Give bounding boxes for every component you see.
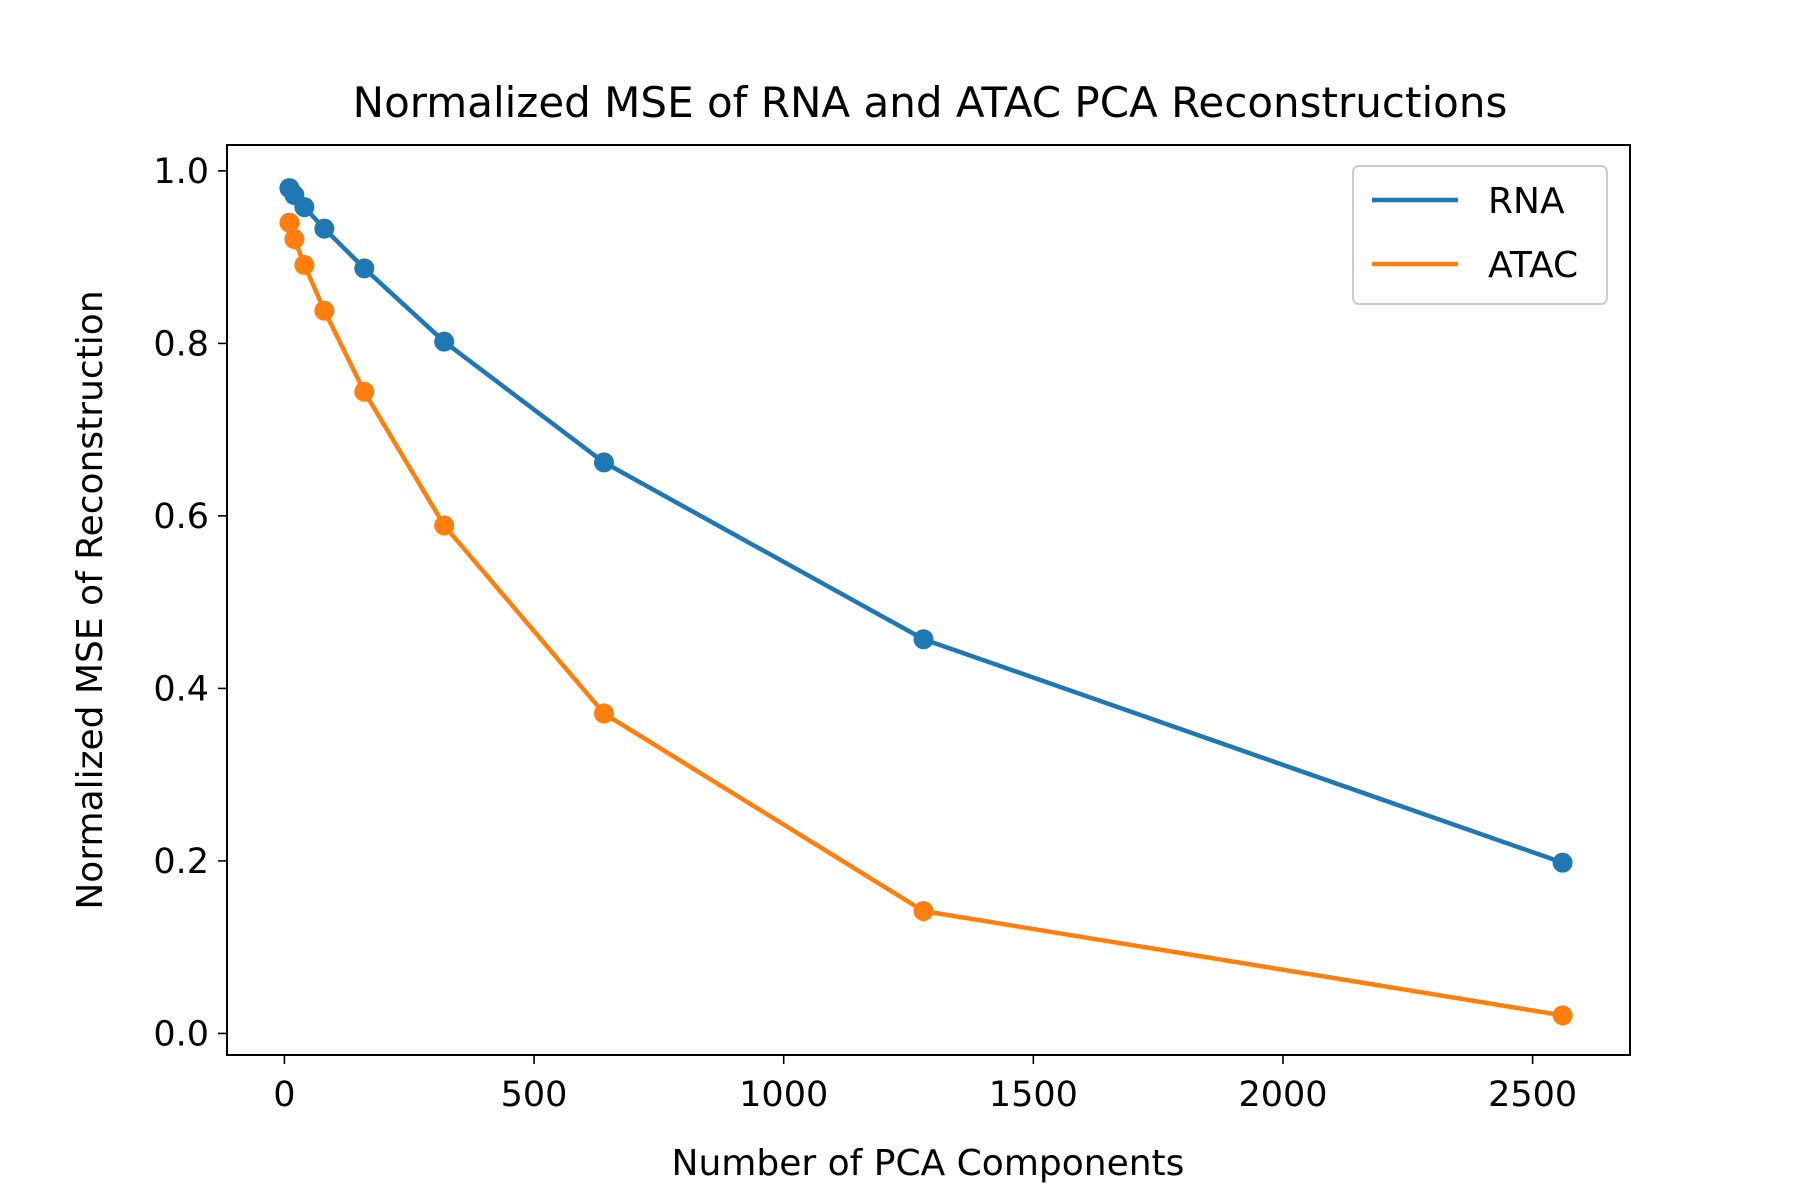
y-tick-label: 0.6 — [153, 497, 209, 537]
plot-area — [226, 144, 1631, 1056]
x-axis: 0 500 1000 1500 2000 2500 — [273, 1055, 1577, 1115]
data-point-atac — [913, 900, 934, 921]
x-tick-label: 2000 — [1238, 1075, 1327, 1115]
y-tick-label: 0.0 — [153, 1014, 209, 1054]
data-point-atac — [593, 703, 614, 724]
legend-label-rna: RNA — [1488, 181, 1565, 222]
data-point-rna — [314, 218, 335, 239]
legend-label-atac: ATAC — [1488, 245, 1578, 286]
data-point-atac — [279, 212, 300, 233]
x-tick-label: 0 — [273, 1075, 295, 1115]
data-point-atac — [354, 381, 375, 402]
y-axis-label: Normalized MSE of Reconstruction — [70, 290, 111, 909]
x-tick-label: 500 — [501, 1075, 568, 1115]
data-point-atac — [314, 300, 335, 321]
series-rna — [279, 178, 1573, 873]
chart-title: Normalized MSE of RNA and ATAC PCA Recon… — [353, 78, 1508, 127]
plot-frame — [226, 144, 1631, 1056]
y-axis: 0.0 0.2 0.4 0.6 0.8 1.0 — [153, 152, 227, 1054]
x-tick-label: 1000 — [739, 1075, 828, 1115]
series-atac — [279, 212, 1573, 1026]
data-point-rna — [354, 258, 375, 279]
y-tick-label: 1.0 — [153, 152, 209, 192]
y-tick-label: 0.8 — [153, 324, 209, 364]
series-line-atac — [287, 220, 1565, 1018]
data-point-rna — [1552, 852, 1573, 873]
data-point-rna — [593, 452, 614, 473]
y-tick-label: 0.2 — [153, 842, 209, 882]
data-point-rna — [913, 629, 934, 650]
data-point-atac — [1552, 1005, 1573, 1026]
data-point-atac — [284, 229, 305, 250]
y-tick-label: 0.4 — [153, 669, 209, 709]
legend-items: RNA ATAC — [1372, 181, 1578, 286]
data-point-rna — [294, 197, 315, 218]
data-point-atac — [294, 254, 315, 275]
legend: RNA ATAC — [1352, 165, 1608, 305]
x-axis-label: Number of PCA Components — [672, 1143, 1185, 1184]
data-point-atac — [434, 515, 455, 536]
data-point-rna — [434, 331, 455, 352]
x-tick-label: 2500 — [1488, 1075, 1577, 1115]
series-layer — [279, 178, 1573, 1026]
x-tick-label: 1500 — [989, 1075, 1078, 1115]
